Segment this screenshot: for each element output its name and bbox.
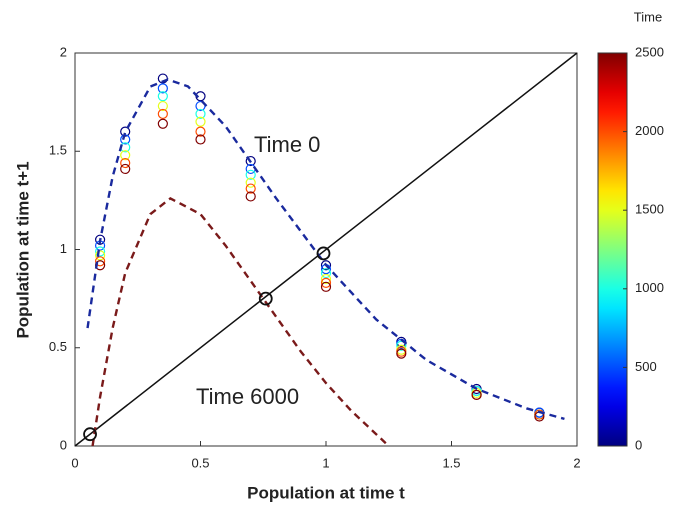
x-tick-label: 1.5 <box>442 455 460 470</box>
data-point <box>245 183 256 194</box>
data-point <box>320 260 332 271</box>
x-tick-label: 0.5 <box>191 455 209 470</box>
data-point <box>195 108 206 120</box>
data-point <box>320 281 332 292</box>
data-point <box>157 118 168 129</box>
data-point <box>157 108 168 120</box>
data-point <box>157 100 168 112</box>
x-tick-label: 2 <box>573 455 580 470</box>
colorbar-tick-label: 1000 <box>635 280 664 295</box>
x-tick-label: 1 <box>322 455 329 470</box>
data-point <box>245 191 256 202</box>
y-tick-label: 0.5 <box>49 339 67 354</box>
y-tick-label: 2 <box>60 44 67 59</box>
colorbar-tick-label: 2500 <box>635 44 664 59</box>
data-point <box>195 116 206 127</box>
data-point <box>195 126 206 137</box>
colorbar-tick-label: 1500 <box>635 202 664 217</box>
data-point <box>245 155 256 167</box>
data-point <box>94 256 106 267</box>
data-point <box>396 348 407 359</box>
curve-line <box>86 78 565 421</box>
data-point <box>120 150 131 161</box>
y-tick-label: 0 <box>60 437 67 452</box>
data-point <box>320 277 332 289</box>
colorbar-tick-label: 0 <box>635 437 642 452</box>
equilibrium-point <box>83 427 97 442</box>
annotation: Time 0 <box>254 132 320 157</box>
colorbar-tick-label: 2000 <box>635 123 664 138</box>
data-point <box>157 91 168 102</box>
colorbar-title: Time <box>634 9 662 24</box>
colorbar <box>597 52 628 447</box>
data-point <box>396 340 407 351</box>
annotation: Time 6000 <box>196 384 299 409</box>
colorbar-tick-label: 500 <box>635 359 657 374</box>
data-point <box>157 83 168 94</box>
data-point <box>94 246 106 257</box>
y-tick-label: 1 <box>60 241 67 256</box>
data-point <box>471 389 482 401</box>
diagonal-line <box>74 52 578 447</box>
x-axis-title: Population at time t <box>247 483 405 502</box>
y-axis-title: Population at time t+1 <box>13 161 32 338</box>
data-point <box>120 157 131 169</box>
data-point <box>320 267 332 279</box>
curve-line <box>91 196 390 447</box>
equilibrium-point <box>316 246 331 261</box>
equilibrium-point <box>258 291 273 306</box>
data-point <box>195 134 206 145</box>
data-point <box>320 273 332 285</box>
y-tick-label: 1.5 <box>49 143 67 158</box>
data-point <box>94 250 106 261</box>
data-point <box>120 163 131 175</box>
x-tick-label: 0 <box>71 455 78 470</box>
data-point <box>245 177 256 188</box>
data-point <box>245 169 256 180</box>
